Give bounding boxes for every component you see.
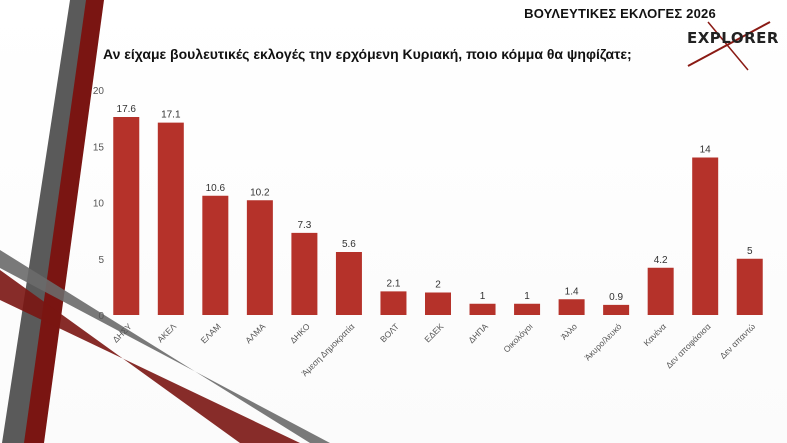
data-label: 2.1 [387, 278, 401, 289]
category-label: Οικολόγοι [501, 321, 534, 354]
red-stripe [24, 0, 104, 443]
logo-text: EXPLORER [687, 29, 779, 47]
category-label: Κανένα [641, 321, 668, 348]
category-label: ΔΗΣΥ [111, 321, 134, 344]
category-label: Άλλο [559, 321, 580, 342]
bar [603, 304, 630, 315]
data-label: 4.2 [654, 255, 668, 266]
bar [692, 157, 719, 315]
bar [291, 232, 318, 315]
survey-title: ΒΟΥΛΕΥΤΙΚΕΣ ΕΚΛΟΓΕΣ 2026 [524, 6, 716, 21]
data-label: 1 [524, 291, 530, 302]
category-label: ΕΛΑΜ [199, 321, 223, 345]
data-label: 1.4 [565, 286, 579, 297]
explorer-logo: EXPLORER [678, 20, 778, 72]
y-tick-label: 10 [93, 199, 105, 210]
bar [558, 299, 585, 315]
category-label: ΑΚΕΛ [155, 321, 178, 344]
y-tick-label: 15 [93, 142, 105, 153]
data-label: 7.3 [297, 220, 311, 231]
data-label: 10.6 [206, 183, 226, 194]
category-label: Άκυρο/λευκό [582, 321, 623, 362]
category-label: ΔΗΚΟ [288, 321, 312, 345]
bar [469, 303, 496, 315]
bar [647, 267, 674, 315]
data-label: 0.9 [609, 292, 623, 303]
data-label: 5.6 [342, 239, 356, 250]
bar [335, 252, 362, 315]
data-label: 17.6 [117, 104, 137, 115]
bar [380, 291, 407, 315]
data-label: 10.2 [250, 187, 270, 198]
category-label: Δεν αποφάσισα [664, 321, 713, 370]
bar [202, 195, 229, 315]
category-label: ΒΟΛΤ [378, 321, 401, 344]
data-label: 14 [700, 145, 712, 156]
logo-mark-icon [687, 21, 771, 71]
bar [113, 117, 140, 315]
data-label: 17.1 [161, 110, 181, 121]
y-tick-label: 5 [98, 255, 104, 266]
category-label: Δεν απαντώ [718, 321, 758, 361]
bar [425, 292, 451, 315]
data-label: 2 [435, 280, 441, 291]
y-tick-label: 20 [93, 86, 105, 97]
bar [157, 122, 184, 315]
data-label: 1 [480, 291, 486, 302]
bar [736, 258, 763, 315]
data-label: 5 [747, 246, 753, 257]
category-label: ΕΔΕΚ [422, 321, 445, 344]
chart-question: Αν είχαμε βουλευτικές εκλογές την ερχόμε… [103, 46, 632, 62]
y-tick-label: 0 [98, 311, 104, 322]
category-label: ΔΗΠΑ [466, 321, 490, 345]
bar [246, 200, 273, 315]
bar [514, 303, 541, 315]
category-label: ΑΛΜΑ [243, 321, 267, 345]
